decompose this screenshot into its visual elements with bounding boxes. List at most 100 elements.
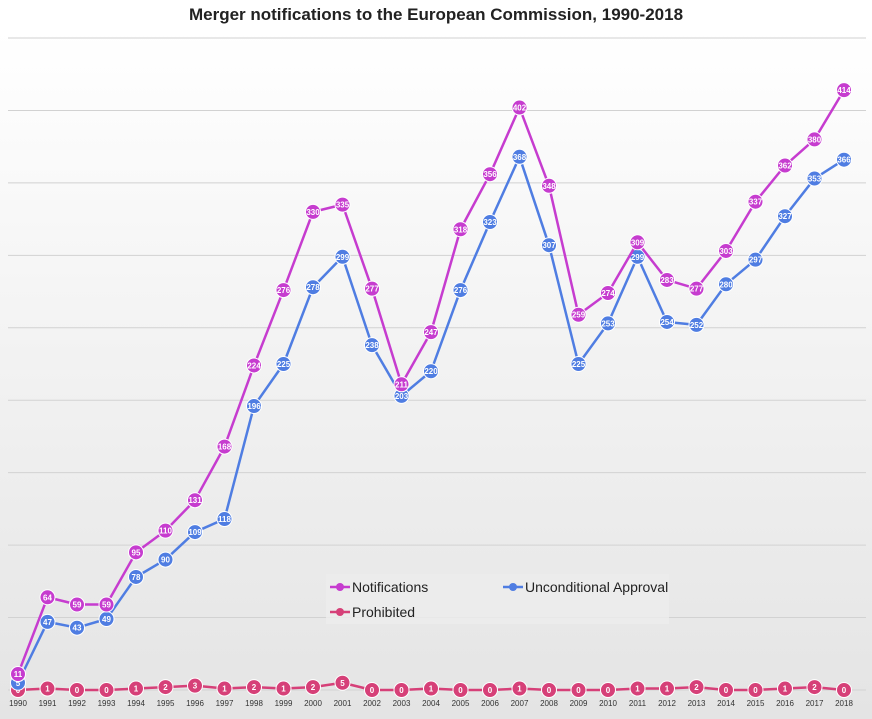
data-point: [246, 398, 262, 415]
data-label: 1: [429, 685, 434, 694]
data-label: 203: [395, 392, 409, 401]
data-point: [511, 680, 528, 697]
legend-label: Notifications: [352, 579, 428, 595]
data-label: 2: [163, 683, 168, 692]
data-point: [747, 682, 764, 698]
data-label: 109: [188, 528, 202, 537]
data-label: 330: [306, 208, 320, 217]
data-label: 353: [808, 175, 822, 184]
data-label: 402: [513, 104, 527, 113]
data-label: 0: [724, 686, 729, 695]
data-label: 307: [542, 241, 556, 250]
data-point: [69, 596, 85, 613]
data-label: 277: [690, 285, 704, 294]
data-label: 274: [601, 289, 615, 298]
data-point: [246, 357, 262, 374]
data-label: 318: [454, 225, 468, 234]
data-point: [541, 177, 557, 194]
data-point: [423, 324, 439, 341]
data-point: [541, 237, 557, 254]
data-label: 1: [517, 685, 522, 694]
data-point: [39, 589, 56, 606]
data-label: 276: [454, 286, 468, 295]
data-label: 276: [277, 286, 291, 295]
data-point: [600, 315, 616, 332]
data-point: [511, 148, 528, 165]
data-label: 380: [808, 135, 822, 144]
data-point: [747, 193, 764, 210]
data-label: 303: [719, 247, 733, 256]
data-label: 368: [513, 153, 527, 162]
legend-marker: [509, 583, 517, 591]
data-label: 0: [370, 686, 375, 695]
data-label: 2: [252, 683, 257, 692]
data-point: [39, 680, 56, 697]
x-tick-label: 2008: [540, 699, 558, 708]
data-label: 280: [719, 280, 733, 289]
data-point: [423, 363, 439, 380]
data-label: 1: [281, 685, 286, 694]
legend-marker: [336, 583, 344, 591]
data-label: 43: [73, 624, 82, 633]
data-label: 278: [306, 283, 320, 292]
data-label: 168: [218, 443, 232, 452]
data-point: [128, 568, 144, 585]
data-point: [777, 680, 793, 697]
data-point: [39, 613, 56, 630]
series-notifications: 11 64 59 59 95 110 131 168 224 276 330 335 277 211 247…: [10, 82, 852, 683]
x-tick-label: 2005: [452, 699, 470, 708]
data-point: [570, 682, 587, 698]
data-point: [718, 242, 734, 259]
x-tick-label: 2000: [304, 699, 322, 708]
x-tick-label: 2014: [717, 699, 735, 708]
chart-title: Merger notifications to the European Com…: [188, 5, 684, 24]
data-point: [187, 492, 203, 509]
data-label: 59: [73, 601, 82, 610]
data-point: [334, 248, 351, 265]
data-point: [98, 682, 115, 698]
x-tick-label: 2004: [422, 699, 440, 708]
data-label: 1: [222, 685, 227, 694]
data-label: 95: [132, 548, 141, 557]
data-point: [275, 356, 292, 372]
data-point: [659, 313, 675, 330]
data-point: [334, 196, 351, 213]
data-point: [452, 282, 469, 299]
data-point: [659, 680, 675, 697]
x-tick-label: 1992: [68, 699, 86, 708]
legend-box: [326, 574, 669, 624]
data-label: 64: [43, 593, 52, 602]
data-point: [187, 677, 203, 694]
x-tick-label: 2016: [776, 699, 794, 708]
x-tick-label: 2003: [393, 699, 411, 708]
data-point: [718, 682, 734, 698]
x-tick-label: 1990: [9, 699, 27, 708]
x-tick-label: 1991: [39, 699, 57, 708]
data-label: 283: [660, 276, 674, 285]
data-label: 1: [635, 685, 640, 694]
data-point: [10, 666, 26, 683]
data-label: 1: [45, 685, 50, 694]
data-point: [777, 157, 793, 174]
data-label: 299: [336, 253, 350, 262]
data-label: 253: [601, 319, 615, 328]
data-point: [305, 679, 321, 696]
data-point: [570, 306, 587, 323]
data-label: 252: [690, 321, 704, 330]
data-point: [659, 271, 675, 288]
data-point: [305, 203, 321, 220]
data-point: [806, 131, 823, 148]
data-label: 11: [14, 670, 23, 679]
data-point: [629, 234, 646, 251]
data-label: 220: [424, 367, 438, 376]
data-label: 5: [340, 679, 345, 688]
data-label: 0: [753, 686, 758, 695]
data-label: 211: [395, 380, 408, 389]
data-label: 0: [75, 686, 80, 695]
x-tick-label: 2001: [334, 699, 352, 708]
data-point: [393, 682, 410, 698]
data-point: [128, 544, 144, 561]
data-label: 0: [576, 686, 581, 695]
x-tick-label: 2015: [747, 699, 765, 708]
data-point: [157, 679, 174, 696]
